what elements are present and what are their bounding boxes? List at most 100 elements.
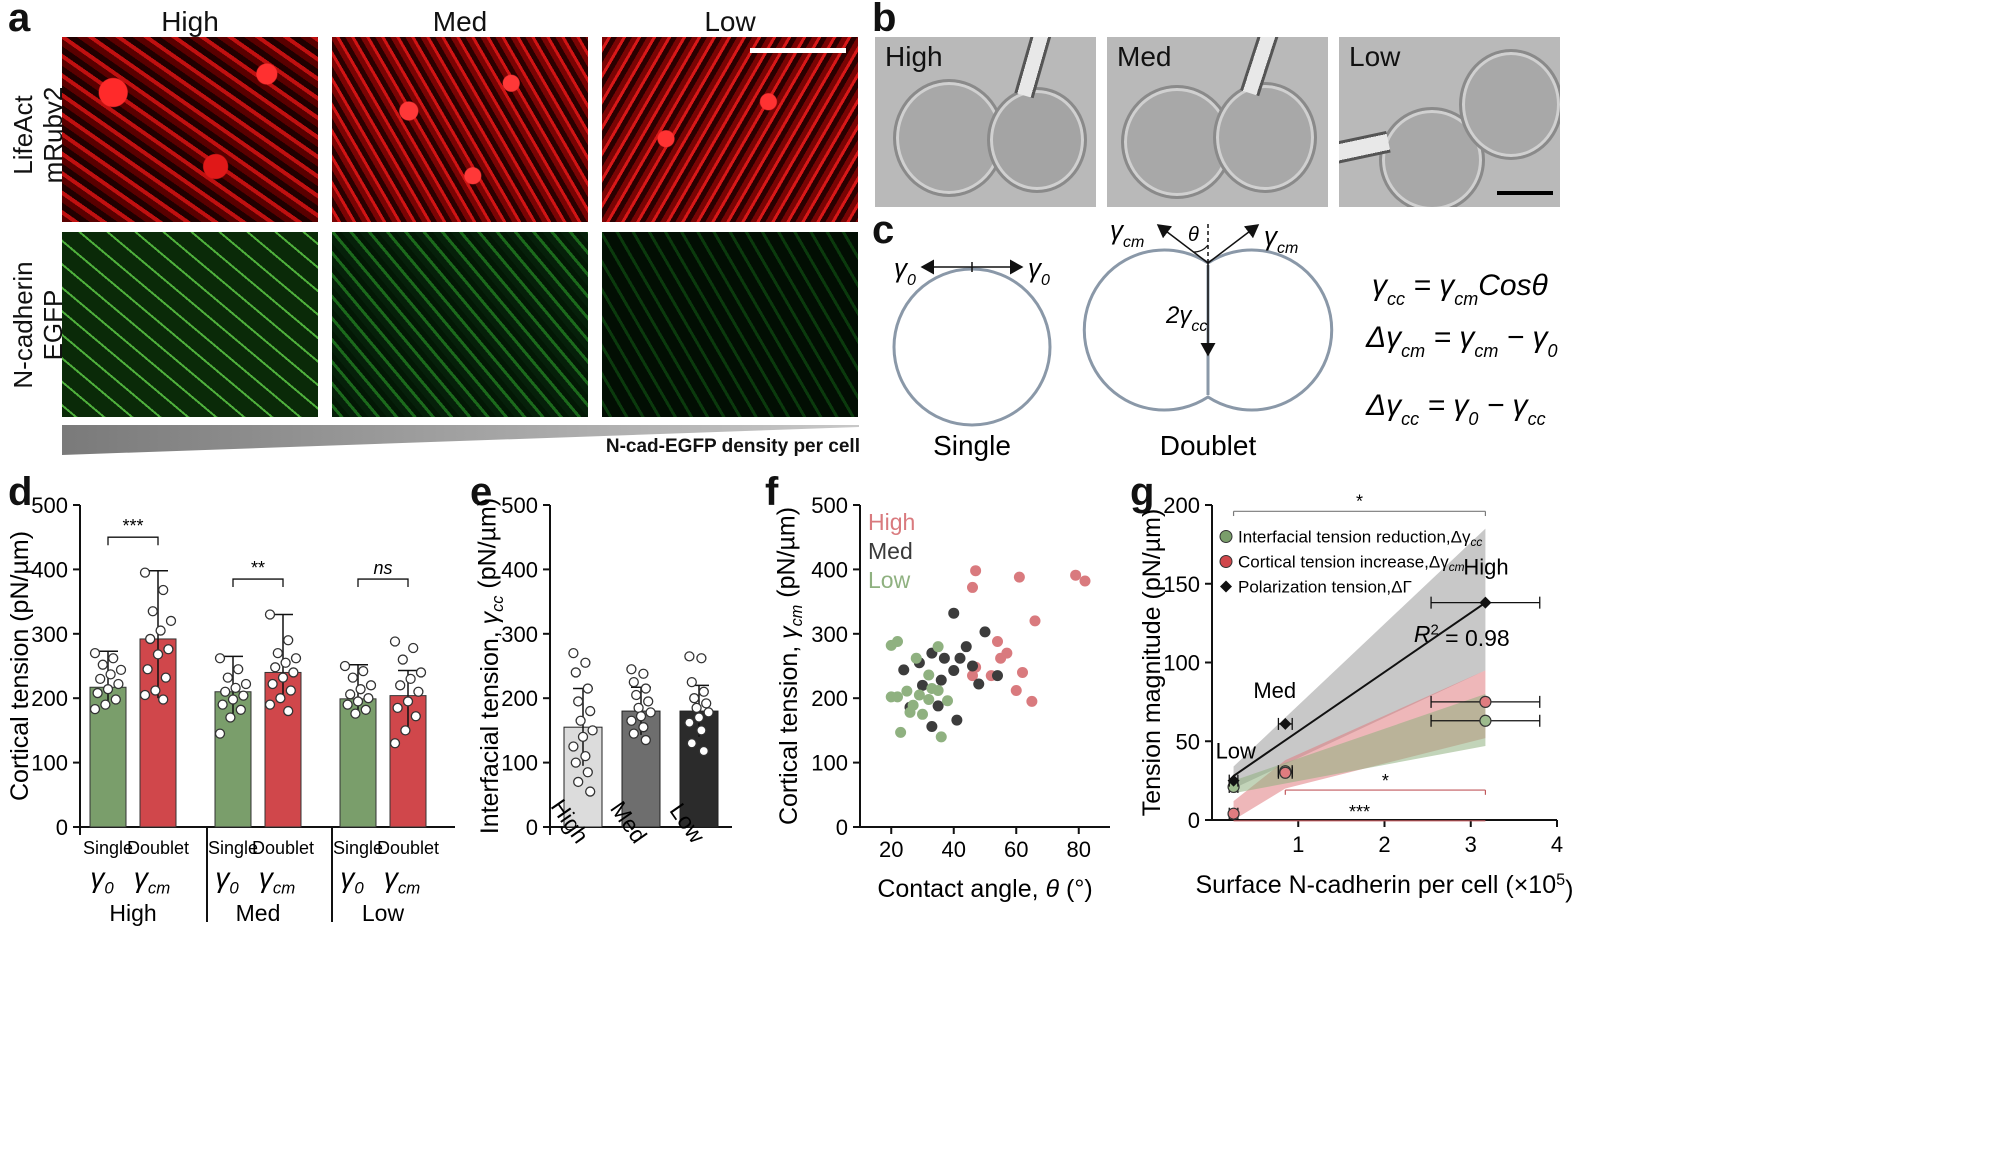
scatter-point-f-low (923, 669, 935, 681)
data-point-d (92, 687, 103, 699)
significance-label-d: *** (122, 516, 143, 536)
scale-bar-a (750, 48, 846, 53)
scatter-point-f-high (995, 652, 1007, 664)
data-point-d (222, 672, 233, 683)
data-point-d (352, 696, 364, 707)
legend-marker-g (1219, 555, 1233, 568)
theta-arc (1193, 244, 1209, 253)
data-point-d (270, 662, 281, 673)
bar-symbol-d: γcm (134, 862, 170, 898)
data-point-d (152, 649, 164, 660)
y-axis-label-e: Interfacial tension, γcc (pN/µm) (473, 498, 507, 834)
data-point-d (155, 625, 166, 636)
data-point-e (587, 725, 598, 736)
legend-entry-g: Polarization tension,ΔΓ (1238, 578, 1412, 597)
data-point-e (580, 751, 591, 762)
data-point-d (408, 642, 419, 654)
x-tick-label-f: 80 (1067, 837, 1091, 862)
y-tick-label-d: 400 (31, 557, 68, 582)
data-point-g (1279, 766, 1292, 779)
x-axis-label-f: Contact angle, θ (°) (877, 875, 1092, 903)
data-point-e (573, 696, 584, 707)
data-point-g-polarization (1479, 596, 1492, 609)
brightfield-label-low: Low (1349, 41, 1401, 72)
micrograph-ncad-med (332, 232, 588, 417)
data-point-d (214, 728, 226, 739)
scatter-point-f-med (948, 607, 960, 619)
scale-bar-b (1497, 191, 1553, 195)
scatter-point-f-high (1026, 695, 1038, 707)
col-title-med: Med (432, 6, 488, 37)
data-point-d (225, 712, 236, 723)
data-point-d (142, 664, 153, 675)
legend-marker-g (1220, 580, 1232, 593)
density-label: N-cad-EGFP density per cell (605, 436, 860, 457)
bar-label-d: Single (208, 838, 258, 858)
bar-label-d: Single (333, 838, 383, 858)
y-tick-label-f: 400 (811, 557, 848, 582)
data-point-d (415, 667, 427, 678)
data-point-d (264, 609, 276, 620)
data-point-d (240, 678, 252, 690)
y-tick-label-g: 100 (1163, 651, 1200, 676)
scatter-point-f-med (992, 670, 1003, 682)
scatter-point-f-low (885, 639, 897, 651)
data-point-e (568, 741, 579, 752)
data-point-d (230, 682, 241, 694)
data-point-d (139, 567, 151, 578)
x-tick-label-g: 2 (1378, 832, 1390, 857)
data-point-d (395, 680, 406, 691)
bar-symbol-d: γ0 (90, 862, 114, 898)
data-point-d (95, 673, 106, 685)
point-label-low: Low (1216, 739, 1256, 764)
scatter-point-f-low (885, 691, 897, 703)
data-point-e (638, 668, 649, 679)
data-point-e (698, 686, 709, 697)
bar-d (339, 698, 377, 828)
y-tick-label-f: 200 (811, 686, 848, 711)
data-point-d (389, 636, 401, 647)
scatter-point-f-low (895, 726, 907, 738)
data-point-d (272, 647, 283, 659)
scatter-point-f-low (913, 689, 925, 701)
scatter-point-f-low (910, 652, 922, 664)
chart-g: 0 50 100 150 200 1 2 3 4 Surface N-cadherin per c… (1138, 491, 1573, 903)
y-axis-label-d: Cortical tension (pN/µm) (6, 531, 34, 801)
scatter-point-f-high (1070, 569, 1082, 581)
data-point-g (1479, 695, 1492, 708)
data-point-d (350, 708, 361, 719)
cell-right-high (987, 87, 1087, 193)
y-tick-label-e: 500 (501, 493, 538, 518)
y-tick-label-d: 500 (31, 493, 68, 518)
data-point-e (703, 707, 714, 718)
scatter-point-f-med (938, 652, 950, 664)
gamma0-right: γ0 (1028, 253, 1050, 289)
data-point-e (691, 702, 702, 714)
scatter-point-f-med (917, 679, 928, 691)
gammacm-left: γcm (1110, 215, 1144, 251)
data-point-e (631, 689, 642, 701)
x-tick-label-g: 4 (1551, 832, 1563, 857)
bar-symbol-d: γcm (384, 862, 420, 898)
data-point-d (397, 654, 408, 665)
scatter-point-f-med (932, 700, 944, 712)
scatter-point-f-med (973, 678, 985, 690)
data-point-d (288, 667, 299, 678)
data-point-d (392, 702, 403, 714)
micrograph-lifeact-med (332, 37, 588, 222)
data-point-g-polarization (1227, 774, 1240, 787)
group-label-d: High (109, 900, 156, 926)
significance-label-d: ns (373, 558, 392, 578)
data-point-e (696, 725, 707, 736)
scatter-point-f-med (951, 714, 963, 726)
scatter-point-f-high (1013, 571, 1025, 583)
equation-2: Δγcm = γcm − γ0 (1365, 321, 1558, 361)
y-tick-label-g: 0 (1188, 808, 1200, 833)
equation-1: γcc = γcmCosθ (1372, 269, 1549, 309)
density-gradient-wedge (62, 425, 859, 455)
data-point-d (238, 690, 249, 701)
micrograph-ncad-high (62, 232, 318, 417)
data-point-d (108, 653, 119, 664)
legend-marker-g (1219, 530, 1233, 543)
x-tick-label-g: 1 (1292, 832, 1304, 857)
